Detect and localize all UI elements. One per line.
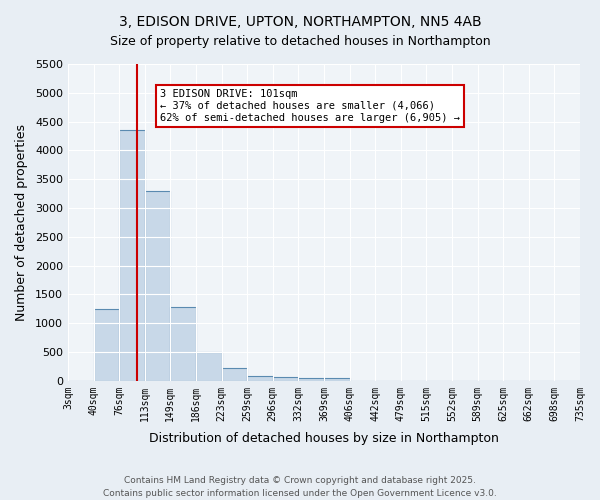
- Bar: [170, 307, 196, 381]
- Bar: [273, 378, 298, 381]
- Bar: [221, 368, 247, 381]
- Text: Size of property relative to detached houses in Northampton: Size of property relative to detached ho…: [110, 35, 490, 48]
- Y-axis label: Number of detached properties: Number of detached properties: [15, 124, 28, 321]
- X-axis label: Distribution of detached houses by size in Northampton: Distribution of detached houses by size …: [149, 432, 499, 445]
- Bar: [94, 309, 119, 381]
- Text: Contains HM Land Registry data © Crown copyright and database right 2025.: Contains HM Land Registry data © Crown c…: [124, 476, 476, 485]
- Bar: [196, 352, 221, 381]
- Bar: [145, 190, 170, 381]
- Bar: [324, 378, 350, 381]
- Bar: [119, 130, 145, 381]
- Bar: [298, 378, 324, 381]
- Text: 3, EDISON DRIVE, UPTON, NORTHAMPTON, NN5 4AB: 3, EDISON DRIVE, UPTON, NORTHAMPTON, NN5…: [119, 15, 481, 29]
- Bar: [247, 376, 273, 381]
- Text: Contains public sector information licensed under the Open Government Licence v3: Contains public sector information licen…: [103, 488, 497, 498]
- Text: 3 EDISON DRIVE: 101sqm
← 37% of detached houses are smaller (4,066)
62% of semi-: 3 EDISON DRIVE: 101sqm ← 37% of detached…: [160, 90, 460, 122]
